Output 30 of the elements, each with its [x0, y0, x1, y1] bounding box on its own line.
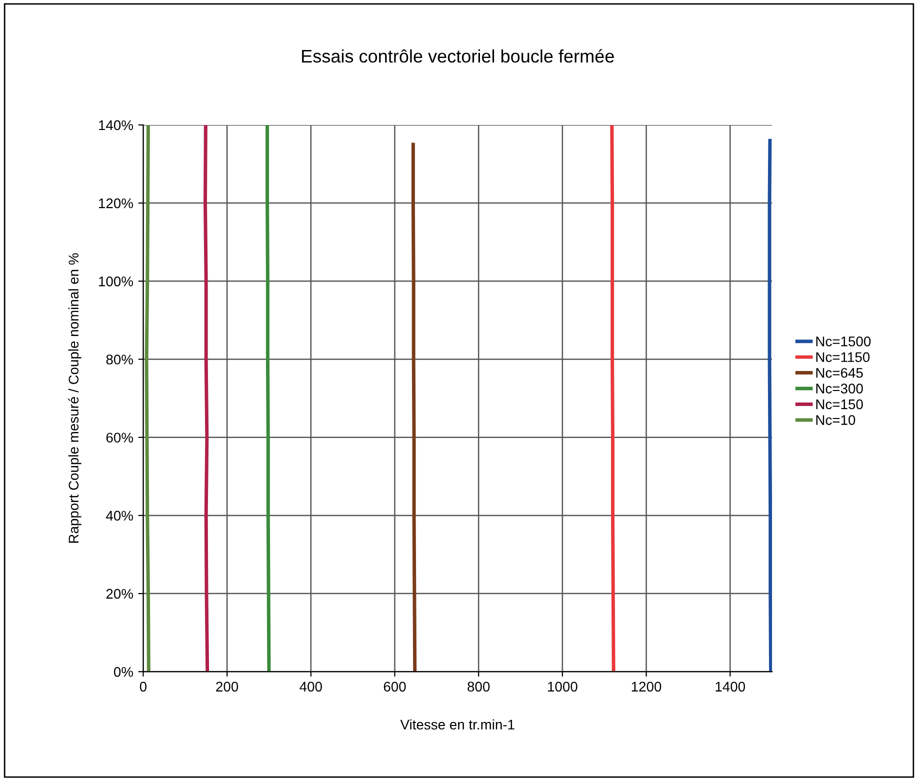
- legend-label: Nc=645: [816, 368, 863, 378]
- line-series: [204, 124, 210, 672]
- legend-label: Nc=300: [816, 384, 863, 394]
- x-tick-label: 1400: [716, 682, 746, 692]
- x-axis-title: Vitesse en tr.min-1: [400, 719, 514, 730]
- line-series: [266, 124, 271, 672]
- x-tick-label: 0: [140, 682, 147, 692]
- y-axis-title: Rapport Couple mesuré / Couple nominal en %: [68, 253, 82, 543]
- y-tick-label: 20%: [106, 588, 133, 599]
- legend-label: Nc=10: [816, 415, 856, 425]
- y-tick-label: 120%: [99, 198, 133, 208]
- y-tick-label: 60%: [106, 432, 133, 443]
- x-tick-label: 800: [468, 682, 490, 692]
- x-tick-label: 600: [384, 682, 406, 692]
- x-tick-label: 1200: [632, 682, 662, 692]
- y-tick-label: 40%: [106, 510, 133, 521]
- line-series: [768, 138, 772, 672]
- line-series: [411, 142, 417, 672]
- legend-label: Nc=150: [816, 399, 863, 410]
- x-tick-label: 400: [300, 682, 322, 692]
- y-tick-label: 0%: [114, 666, 133, 677]
- x-tick-label: 1000: [548, 682, 578, 692]
- line-series: [610, 124, 616, 672]
- y-tick-label: 140%: [99, 120, 133, 130]
- y-tick-label: 100%: [99, 276, 133, 286]
- y-tick-label: 80%: [106, 354, 133, 364]
- legend-label: Nc=1150: [816, 352, 870, 362]
- chart-title: Essais contrôle vectoriel boucle fermée: [302, 49, 614, 63]
- x-tick-label: 200: [216, 682, 238, 692]
- legend-label: Nc=1500: [816, 336, 871, 346]
